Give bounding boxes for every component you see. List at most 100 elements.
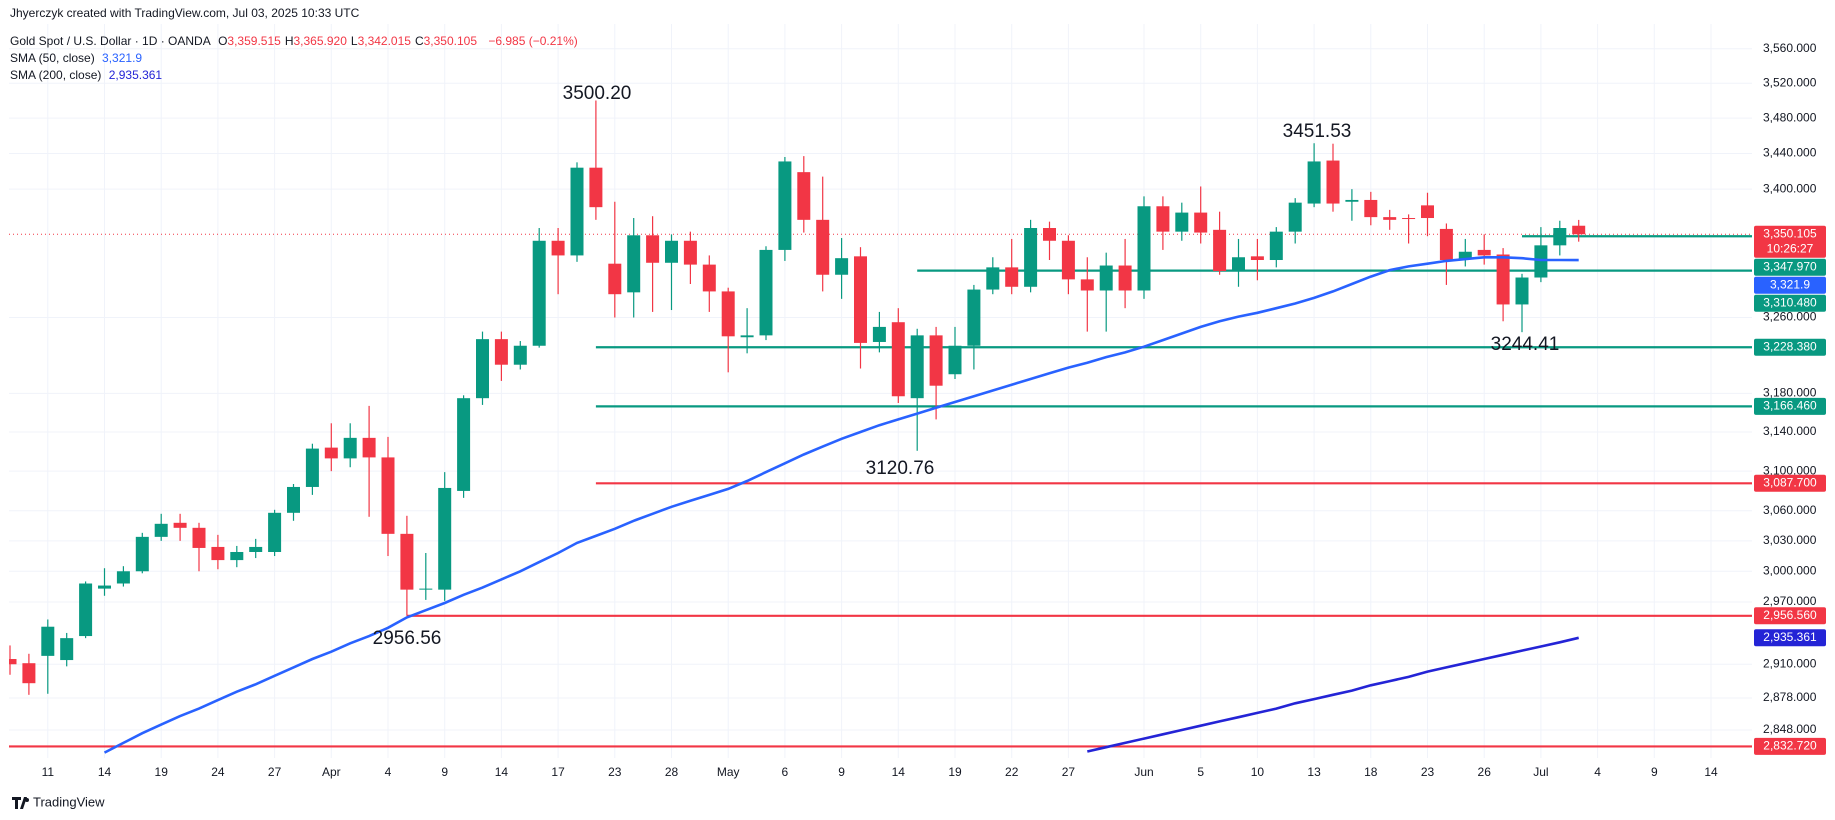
ohlc-value: 3,365.920 <box>293 34 347 48</box>
candle-body <box>192 527 206 548</box>
y-tick-label: 3,060.000 <box>1763 503 1817 517</box>
ohlc-value: 3,350.105 <box>423 34 478 48</box>
x-tick-label: 14 <box>1704 765 1718 779</box>
candle-body <box>948 345 962 375</box>
x-tick-label: 4 <box>385 765 392 779</box>
ohlc: O3,359.515 H3,365.920 L3,342.015 C3,350.105 <box>218 34 481 48</box>
y-tick-label: 3,030.000 <box>1763 533 1817 547</box>
x-tick-label: 19 <box>948 765 962 779</box>
ohlc-key: C <box>414 34 424 48</box>
x-tick-label: Apr <box>322 765 341 779</box>
y-tick-label: 3,520.000 <box>1763 75 1817 89</box>
x-tick-label: 19 <box>155 765 169 779</box>
y-tick-label: 2,910.000 <box>1763 656 1817 670</box>
y-tick-label: 3,140.000 <box>1763 424 1817 438</box>
x-tick-label: 28 <box>665 765 679 779</box>
x-tick-label: 9 <box>1651 765 1658 779</box>
candle-body <box>910 335 924 399</box>
sma200-legend: SMA (200, close) 2,935.361 <box>10 68 166 82</box>
logo-icon <box>12 797 27 809</box>
price-label-box <box>1754 225 1826 258</box>
price-label: 3,321.9 <box>1770 277 1810 291</box>
price-label: 2,832.720 <box>1763 739 1817 753</box>
annotation: 3120.76 <box>866 458 935 479</box>
price-label: 3,310.480 <box>1763 295 1817 309</box>
indicator-name: SMA (50, close) <box>10 51 95 65</box>
candle-body <box>1477 249 1491 256</box>
candle-body <box>116 571 130 584</box>
candle-body <box>1458 251 1472 260</box>
candle-body <box>532 240 546 346</box>
price-label: 2,956.560 <box>1763 608 1817 622</box>
candle-body <box>476 339 489 399</box>
y-tick-label: 2,848.000 <box>1763 722 1817 736</box>
candle-body <box>268 512 282 552</box>
candle-body <box>1402 218 1416 220</box>
candle-body <box>79 583 93 637</box>
candle-body <box>1534 245 1548 278</box>
candle-body <box>1515 277 1529 305</box>
x-tick-label: 5 <box>1197 765 1204 779</box>
candle-body <box>419 588 433 590</box>
candle-body <box>457 398 471 491</box>
candle-body <box>1080 279 1094 291</box>
candle-body <box>362 437 376 458</box>
candle-body <box>1118 265 1132 291</box>
y-tick-label: 2,878.000 <box>1763 690 1817 704</box>
credit: Jhyerczyk created with TradingView.com, … <box>10 6 360 20</box>
price-label-box <box>1754 294 1826 312</box>
candle-body <box>1156 206 1170 232</box>
price-axis: 3,560.000 3,520.000 3,480.000 3,440.000 3,40… <box>1754 41 1826 755</box>
candle-body <box>1175 212 1189 232</box>
candle-body <box>154 523 168 537</box>
footer: TradingView <box>12 794 105 809</box>
candle-body <box>400 533 414 590</box>
candle-body <box>608 263 622 295</box>
brand: TradingView <box>33 794 105 809</box>
price-label-box <box>1754 397 1826 415</box>
price-label-box <box>1754 474 1826 492</box>
candle-body <box>1345 199 1359 202</box>
candle-body <box>1061 240 1075 280</box>
candle-body <box>570 167 584 256</box>
indicator-value: 3,321.9 <box>102 51 143 65</box>
candle-body <box>9 659 17 665</box>
sma-line <box>103 256 1579 754</box>
candle-body <box>683 240 697 265</box>
candle-body <box>740 335 754 338</box>
sma-line <box>1087 636 1580 753</box>
x-tick-label: 10 <box>1251 765 1265 779</box>
candle-body <box>1137 206 1151 291</box>
candle-body <box>646 235 660 263</box>
candle-body <box>1288 202 1302 232</box>
candle-body <box>1421 205 1434 219</box>
ohlc-key: O <box>218 34 228 48</box>
candle-body <box>230 551 244 561</box>
candle-body <box>287 486 300 513</box>
x-tick-label: 26 <box>1478 765 1492 779</box>
candle-body <box>60 638 74 661</box>
candle-body <box>22 663 36 684</box>
price-label-box <box>1754 629 1826 647</box>
candle-body <box>513 345 527 365</box>
change: −6.985 (−0.21%) <box>488 34 578 48</box>
y-tick-label: 3,400.000 <box>1763 181 1817 195</box>
candle-body <box>494 339 508 365</box>
price-label: 3,347.970 <box>1763 259 1817 273</box>
candle-body <box>305 448 319 487</box>
candle-body <box>891 322 905 397</box>
x-tick-label: 6 <box>782 765 789 779</box>
candle-body <box>967 289 981 346</box>
x-tick-label: 22 <box>1005 765 1019 779</box>
annotation: 2956.56 <box>373 628 442 649</box>
y-tick-label: 3,560.000 <box>1763 41 1817 55</box>
x-tick-label: 9 <box>838 765 845 779</box>
x-tick-label: 27 <box>268 765 282 779</box>
y-tick-label: 3,100.000 <box>1763 463 1817 477</box>
annotation: 3451.53 <box>1283 121 1352 142</box>
ohlc-key: H <box>284 34 294 48</box>
candle-body <box>1326 160 1340 204</box>
price-label: 3,350.105 <box>1763 226 1817 240</box>
x-tick-label: 9 <box>441 765 448 779</box>
